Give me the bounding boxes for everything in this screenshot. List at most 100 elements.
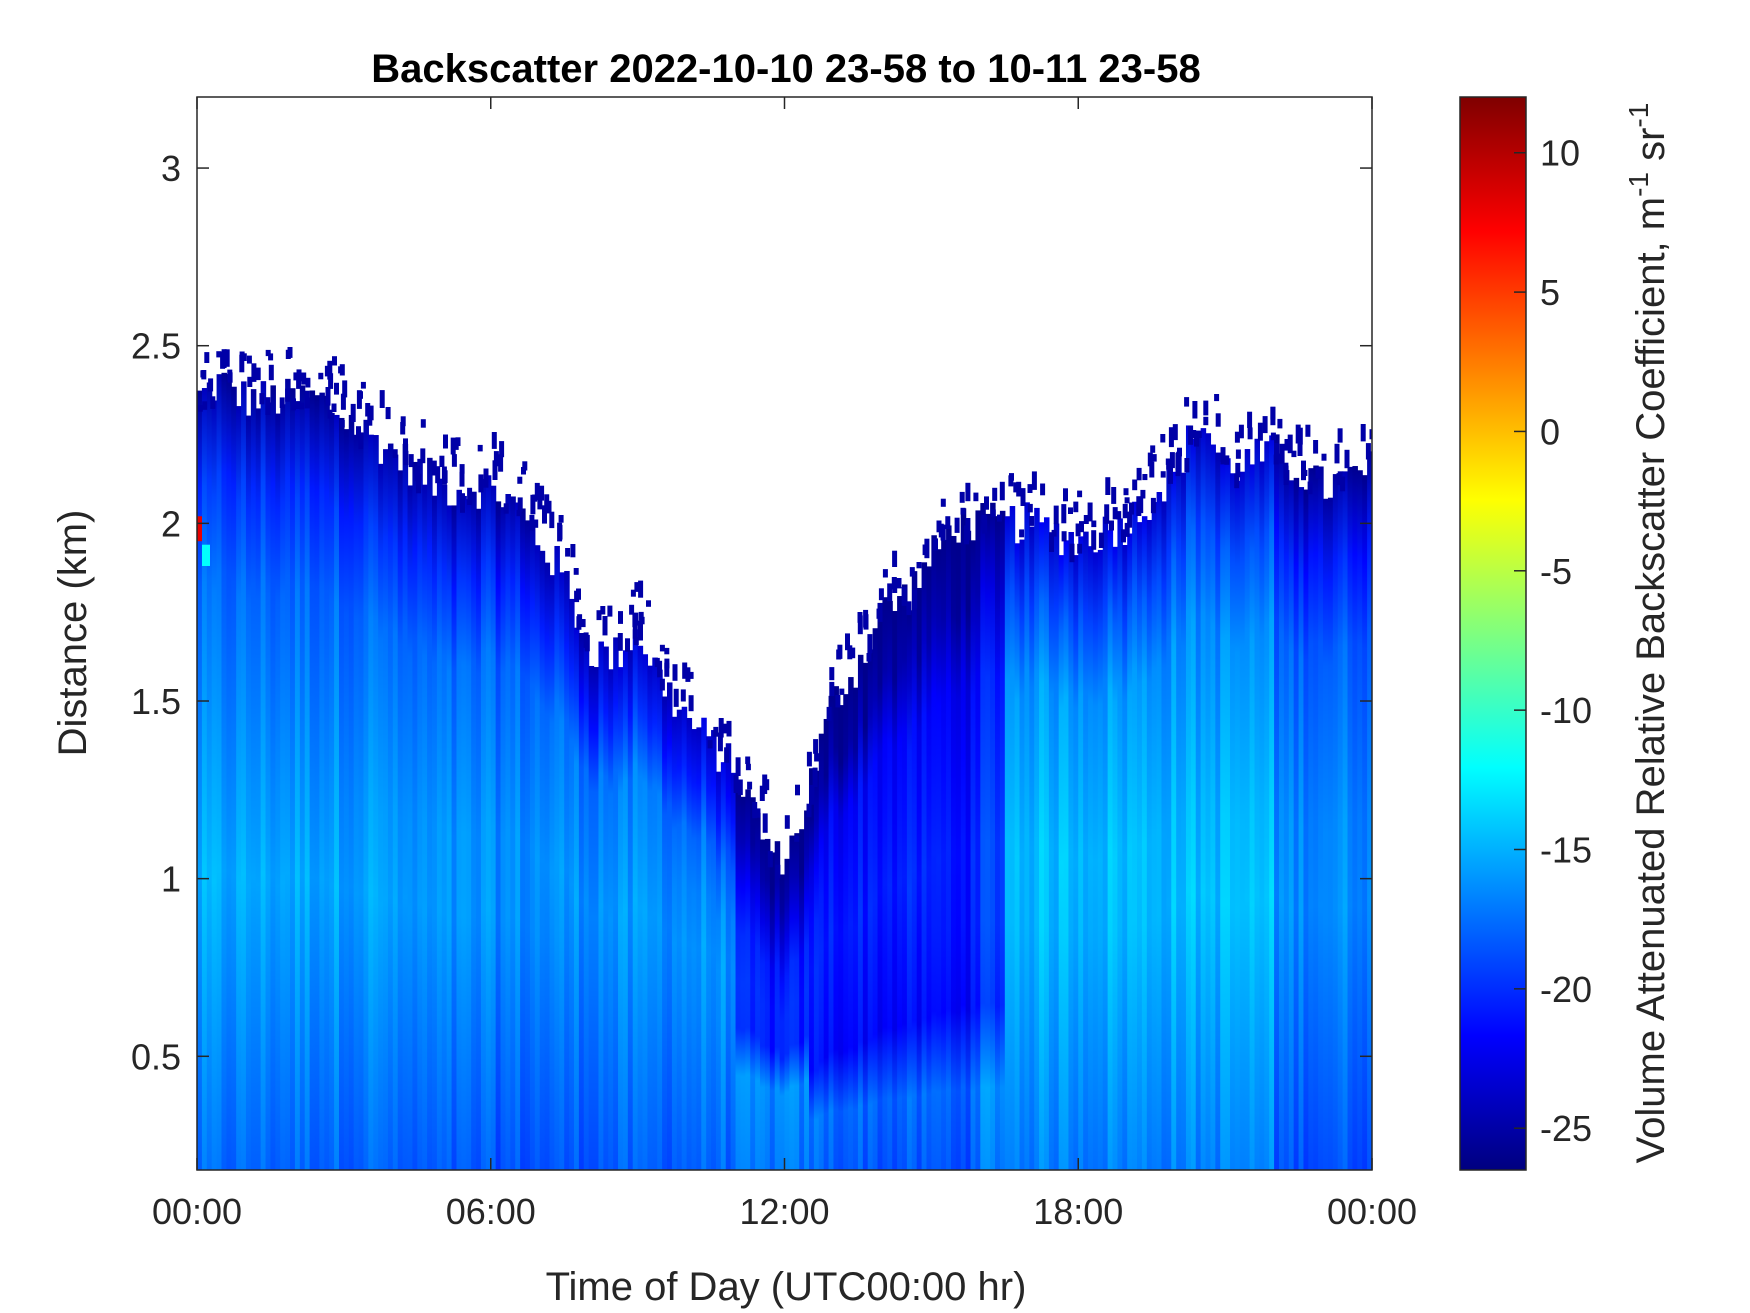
heatmap-column <box>1112 546 1119 1170</box>
heatmap-column <box>647 665 653 1170</box>
heatmap-speckle <box>617 633 623 651</box>
heatmap-column <box>735 791 742 1170</box>
heatmap-column <box>1078 536 1084 1170</box>
heatmap-speckle <box>1016 481 1022 497</box>
heatmap-speckle <box>1112 507 1118 520</box>
heatmap-speckle <box>1160 471 1166 478</box>
heatmap-column <box>779 874 786 1170</box>
heatmap-column <box>1029 526 1035 1170</box>
heatmap-speckle <box>863 614 869 630</box>
heatmap-speckle <box>933 538 938 551</box>
heatmap-column <box>250 389 257 1170</box>
heatmap-speckle <box>1196 431 1202 438</box>
heatmap-speckle <box>1284 439 1290 451</box>
heatmap-speckle <box>279 397 285 408</box>
heatmap-column <box>1132 501 1138 1170</box>
heatmap-column <box>1352 466 1358 1170</box>
heatmap-column <box>231 386 237 1170</box>
heatmap-column <box>862 662 869 1170</box>
heatmap-speckle <box>752 802 758 819</box>
heatmap-column <box>853 687 859 1170</box>
heatmap-column <box>720 762 727 1170</box>
heatmap-column <box>808 768 815 1170</box>
heatmap-speckle <box>197 404 203 412</box>
heatmap-speckle <box>530 494 536 515</box>
heatmap-speckle <box>299 402 305 410</box>
heatmap-speckle <box>672 664 678 681</box>
colorbar-label: Volume Attenuated Relative Backscatter C… <box>1623 103 1673 1164</box>
heatmap-column <box>1024 502 1030 1170</box>
heatmap-column <box>789 835 795 1170</box>
heatmap-speckle <box>664 647 670 655</box>
heatmap-speckle <box>493 451 499 467</box>
heatmap-column <box>1156 492 1163 1170</box>
heatmap-column <box>1146 519 1153 1170</box>
heatmap-column <box>1308 468 1314 1170</box>
heatmap-speckle <box>664 662 670 677</box>
heatmap-speckle <box>633 637 639 646</box>
heatmap-column <box>946 525 952 1170</box>
heatmap-speckle <box>964 525 970 541</box>
heatmap-column <box>897 596 903 1170</box>
heatmap-speckle <box>576 588 581 600</box>
heatmap-speckle <box>268 364 274 381</box>
heatmap-speckle <box>906 601 912 616</box>
heatmap-column <box>652 657 658 1170</box>
heatmap-speckle <box>208 378 214 392</box>
heatmap-speckle <box>1234 431 1240 443</box>
heatmap-speckle <box>441 466 447 485</box>
heatmap-column <box>255 408 262 1170</box>
colorbar-tick-label: -10 <box>1540 690 1592 731</box>
chart-title: Backscatter 2022-10-10 23-58 to 10-11 23… <box>371 47 1200 91</box>
heatmap-speckle <box>324 365 330 377</box>
x-axis: 00:00 06:00 12:00 18:00 00:00 <box>152 97 1417 1232</box>
heatmap-speckle <box>544 494 550 511</box>
heatmap-speckle <box>227 372 233 383</box>
heatmap-speckle <box>945 516 951 530</box>
heatmap-speckle <box>327 409 333 419</box>
heatmap-speckle <box>685 667 691 682</box>
heatmap-speckle <box>1220 447 1226 465</box>
heatmap-column <box>686 717 693 1170</box>
heatmap-column <box>1303 489 1309 1170</box>
heatmap-speckle <box>379 390 385 408</box>
heatmap-speckle <box>1235 462 1241 478</box>
y-axis-label: Distance (km) <box>51 510 95 757</box>
heatmap-speckle <box>1262 416 1268 434</box>
heatmap-column <box>613 637 619 1170</box>
heatmap-speckle <box>246 355 252 364</box>
heatmap-column <box>338 417 345 1170</box>
heatmap-speckle <box>492 460 498 480</box>
heatmap-speckle <box>845 633 850 651</box>
heatmap-column <box>456 489 462 1170</box>
heatmap-speckle <box>1166 460 1172 470</box>
heatmap-column <box>750 797 756 1170</box>
heatmap-speckle <box>638 580 644 598</box>
heatmap-column <box>549 575 555 1170</box>
heatmap-column <box>999 510 1006 1170</box>
heatmap-speckle <box>1008 475 1014 487</box>
heatmap-column <box>769 852 776 1170</box>
heatmap-speckle <box>1321 453 1327 461</box>
heatmap-speckle <box>537 497 543 510</box>
heatmap-column <box>432 495 438 1170</box>
heatmap-column <box>965 530 972 1170</box>
heatmap-speckle <box>839 688 845 695</box>
heatmap-column <box>280 404 286 1170</box>
heatmap-speckle <box>477 444 483 452</box>
heatmap-speckle <box>1291 450 1297 458</box>
heatmap-column <box>1269 435 1275 1170</box>
heatmap-column <box>197 390 203 1170</box>
heatmap-column <box>275 413 281 1170</box>
heatmap-column <box>1205 433 1212 1170</box>
heatmap-speckle <box>607 605 613 617</box>
heatmap-column <box>608 669 614 1170</box>
heatmap-column <box>1293 477 1300 1170</box>
heatmap-speckle <box>857 612 863 623</box>
heatmap-speckle <box>1203 416 1209 426</box>
heatmap-speckle <box>1313 440 1319 454</box>
heatmap-hotspot <box>197 516 202 542</box>
heatmap-column <box>476 508 482 1170</box>
heatmap-speckle <box>459 464 465 474</box>
heatmap-column <box>348 414 355 1170</box>
